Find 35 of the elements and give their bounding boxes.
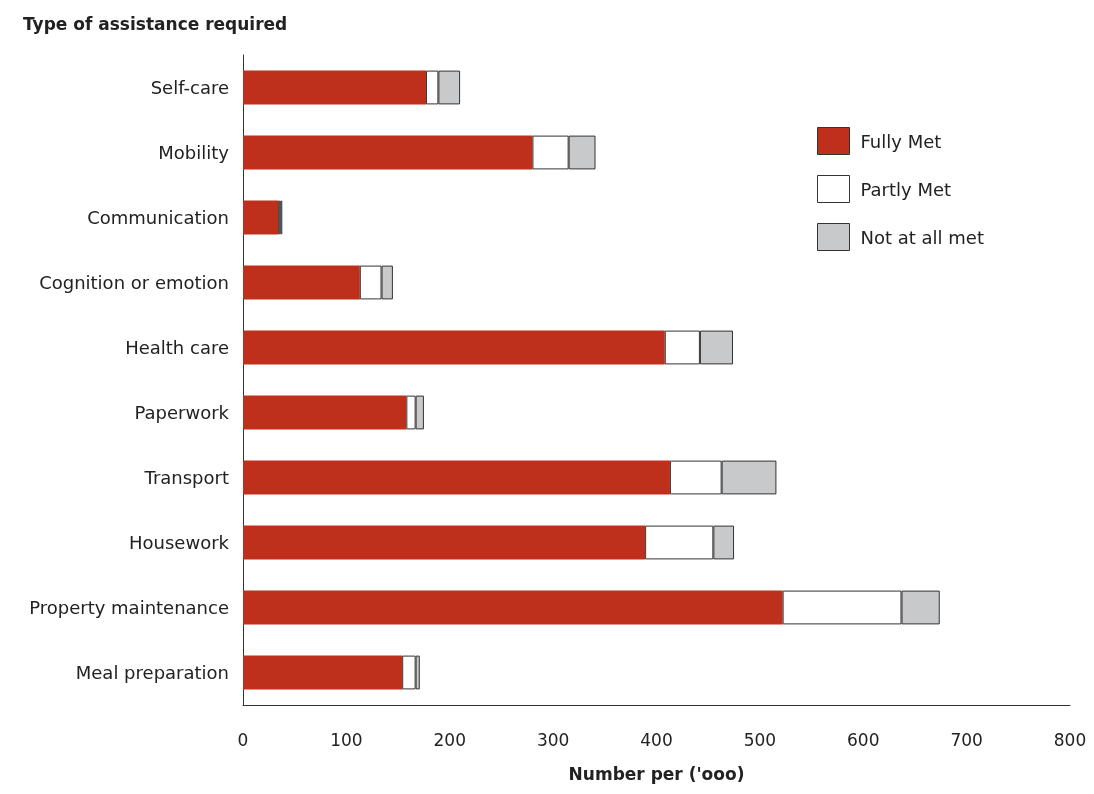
x-tick-label: 300 <box>536 729 570 750</box>
bar <box>243 590 783 625</box>
x-tick-label: 500 <box>743 729 777 750</box>
bar <box>243 525 646 560</box>
bar <box>243 200 279 235</box>
y-tick-label: Transport <box>143 467 229 488</box>
x-tick-label: 600 <box>847 729 880 750</box>
y-tick-label: Communication <box>87 207 229 228</box>
legend-label: Partly Met <box>860 178 952 200</box>
x-tick-label: 700 <box>950 729 983 750</box>
x-tick-label: 100 <box>330 729 363 750</box>
y-tick-label: Health care <box>125 337 229 358</box>
x-axis-title: Number per ('ooo) <box>568 763 745 784</box>
y-tick-label: Paperwork <box>134 402 230 423</box>
legend-label: Not at all met <box>860 226 984 248</box>
bar <box>243 265 360 300</box>
x-tick-label: 0 <box>237 729 249 750</box>
bar <box>243 395 407 430</box>
y-tick-label: Mobility <box>158 142 230 163</box>
bar <box>243 330 665 365</box>
x-tick-label: 200 <box>433 729 466 750</box>
bar <box>243 135 533 170</box>
x-tick-label: 400 <box>640 729 673 750</box>
legend-label: Fully Met <box>860 130 942 152</box>
bar <box>243 460 670 495</box>
y-tick-label: Property maintenance <box>29 597 229 618</box>
y-tick-label: Housework <box>129 532 230 553</box>
bar <box>243 70 426 105</box>
bar <box>243 655 403 690</box>
bar <box>402 655 416 690</box>
y-axis-title: Type of assistance required <box>23 13 288 34</box>
y-tick-label: Self-care <box>150 77 229 98</box>
y-tick-label: Meal preparation <box>75 662 229 683</box>
x-tick-label: 800 <box>1053 729 1087 750</box>
y-tick-label: Cognition or emotion <box>39 272 229 293</box>
